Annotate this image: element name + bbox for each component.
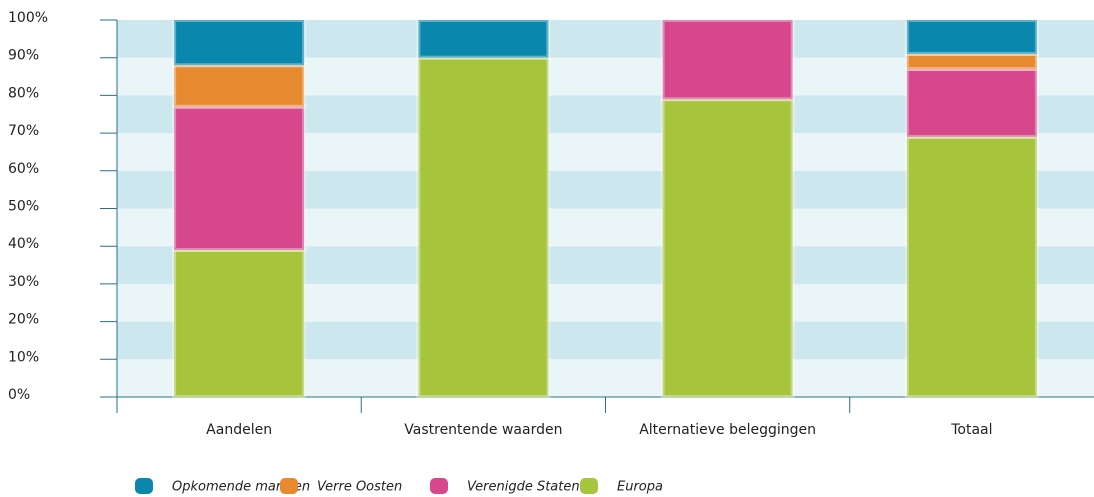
- legend-label: Verre Oosten: [317, 480, 402, 495]
- y-tick-label: 30%: [8, 274, 39, 290]
- bar-segment: [904, 51, 1039, 72]
- bar-segment: [416, 55, 551, 399]
- bar-segment: [172, 104, 307, 252]
- legend-swatch: [580, 478, 598, 494]
- y-tick-label: 70%: [8, 123, 39, 139]
- bar-segment: [172, 18, 307, 68]
- x-tick-label: Alternatieve beleggingen: [639, 422, 816, 438]
- bar-segment: [416, 18, 551, 60]
- bar-segment: [904, 134, 1039, 399]
- y-tick-label: 0%: [8, 387, 30, 403]
- y-tick-label: 60%: [8, 161, 39, 177]
- bar-segment: [172, 247, 307, 399]
- bar-segment: [904, 67, 1039, 139]
- y-tick-label: 20%: [8, 312, 39, 328]
- legend-swatch: [280, 478, 298, 494]
- legend-swatch: [430, 478, 448, 494]
- legend-label: Europa: [617, 480, 663, 495]
- y-tick-label: 90%: [8, 48, 39, 64]
- y-tick-label: 100%: [8, 10, 48, 26]
- bar-segment: [172, 63, 307, 109]
- y-tick-label: 10%: [8, 349, 39, 365]
- y-tick-label: 50%: [8, 199, 39, 215]
- bar-segment: [660, 18, 795, 102]
- bar-segment: [660, 97, 795, 399]
- x-tick-label: Aandelen: [206, 422, 272, 438]
- legend-label: Opkomende markten: [172, 480, 310, 495]
- y-tick-label: 40%: [8, 236, 39, 252]
- legend-label: Verenigde Staten: [467, 480, 580, 495]
- y-tick-label: 80%: [8, 85, 39, 101]
- legend-swatch: [135, 478, 153, 494]
- x-tick-label: Vastrentende waarden: [404, 422, 562, 438]
- x-tick-label: Totaal: [950, 422, 992, 438]
- bar-segment: [904, 18, 1039, 56]
